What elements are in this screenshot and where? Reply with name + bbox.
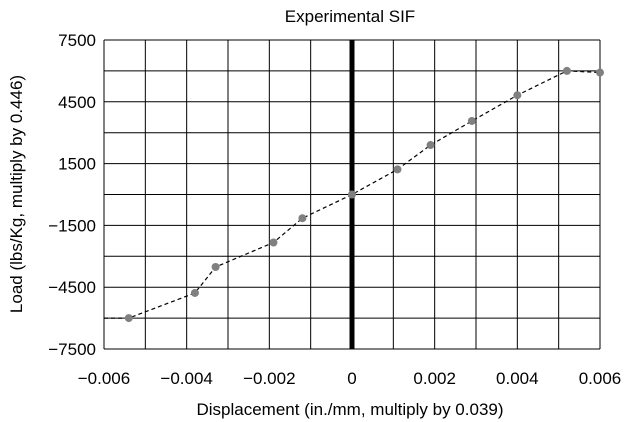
data-point — [562, 66, 571, 75]
data-point — [513, 91, 522, 100]
tick-labels: −0.006 −0.004 −0.002 0 0.002 0.004 0.006 7500 45… — [48, 31, 621, 388]
data-point — [211, 263, 220, 272]
y-tick-label: −1500 — [48, 216, 96, 235]
data-point — [426, 141, 435, 150]
data-points — [124, 66, 604, 323]
x-axis-label: Displacement (in./mm, multiply by 0.039) — [196, 400, 503, 419]
data-point — [269, 238, 278, 247]
data-point — [467, 116, 476, 125]
y-axis-label: Load (lbs/Kg, multiply by 0.446) — [7, 75, 26, 313]
y-tick-label: 7500 — [58, 31, 96, 50]
data-point — [190, 288, 199, 297]
x-tick-label: −0.006 — [78, 369, 130, 388]
x-tick-label: 0 — [347, 369, 356, 388]
y-tick-label: −4500 — [48, 278, 96, 297]
x-tick-label: −0.004 — [160, 369, 212, 388]
x-tick-label: 0.006 — [579, 369, 622, 388]
data-point — [596, 68, 604, 77]
chart-title: Experimental SIF — [285, 7, 415, 26]
data-point — [393, 165, 402, 174]
y-tick-label: 4500 — [58, 93, 96, 112]
y-tick-label: −7500 — [48, 340, 96, 359]
x-tick-label: 0.004 — [496, 369, 539, 388]
x-tick-label: 0.002 — [413, 369, 456, 388]
x-tick-label: −0.002 — [243, 369, 295, 388]
data-point — [348, 190, 356, 199]
y-tick-label: 1500 — [58, 155, 96, 174]
data-point — [298, 214, 307, 223]
data-point — [124, 314, 133, 323]
